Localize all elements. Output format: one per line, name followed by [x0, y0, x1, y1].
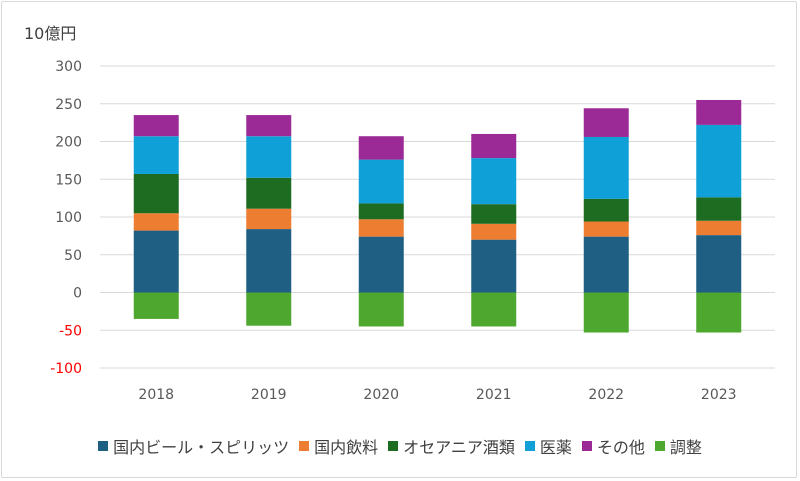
- bar-segment: [246, 229, 292, 293]
- bar-segment: [471, 292, 517, 327]
- legend-item: 医薬: [524, 434, 572, 458]
- legend-swatch: [654, 441, 665, 451]
- bar-segment: [471, 223, 517, 240]
- bar-segment: [583, 108, 629, 137]
- bar-segment: [246, 177, 292, 209]
- bar-segment: [246, 115, 292, 137]
- y-axis-unit-label: 10億円: [24, 24, 77, 43]
- bar-segment: [246, 136, 292, 178]
- legend-item: 国内ビール・スピリッツ: [98, 434, 289, 458]
- bar-segment: [696, 124, 742, 198]
- bar-segment: [358, 159, 404, 204]
- bar-segment: [358, 292, 404, 327]
- bar-segment: [133, 115, 179, 137]
- bar-segment: [133, 213, 179, 231]
- y-tick-label: 50: [64, 248, 82, 264]
- x-tick-label: 2020: [363, 387, 399, 403]
- bar-segment: [696, 197, 742, 221]
- x-tick-label: 2023: [701, 387, 737, 403]
- bar-segment: [358, 219, 404, 237]
- y-tick-label: 150: [55, 172, 82, 188]
- legend-label: その他: [596, 438, 645, 457]
- bar-segment: [133, 230, 179, 293]
- bar-segment: [471, 133, 517, 159]
- legend-label: 国内ビール・スピリッツ: [113, 438, 290, 457]
- bar-segment: [471, 239, 517, 293]
- y-tick-label: -50: [59, 323, 82, 339]
- legend-swatch: [388, 441, 399, 451]
- bar-segment: [133, 136, 179, 174]
- bar-segment: [696, 220, 742, 236]
- bar-segment: [583, 198, 629, 222]
- legend-item: 国内飲料: [299, 434, 378, 458]
- y-tick-label: 100: [55, 210, 82, 226]
- y-tick-label: 0: [73, 286, 82, 302]
- bar-segment: [696, 292, 742, 333]
- y-tick-label: 200: [55, 135, 82, 151]
- bar-segment: [358, 236, 404, 293]
- bar-segment: [696, 235, 742, 293]
- legend-swatch: [524, 441, 535, 451]
- legend-label: 医薬: [539, 438, 572, 457]
- y-tick-label: 300: [55, 59, 82, 75]
- y-tick-label: 250: [55, 97, 82, 113]
- bar-segment: [583, 292, 629, 333]
- legend-label: 調整: [669, 438, 702, 457]
- legend-item: オセアニア酒類: [388, 434, 515, 458]
- legend-swatch: [299, 441, 310, 451]
- bar-segment: [246, 208, 292, 230]
- legend-item: 調整: [654, 434, 702, 458]
- legend-swatch: [581, 441, 592, 451]
- legend-item: その他: [581, 434, 645, 458]
- bar-segment: [246, 292, 292, 326]
- x-tick-label: 2018: [138, 387, 174, 403]
- bar-segment: [358, 203, 404, 220]
- legend-swatch: [98, 441, 109, 451]
- x-tick-label: 2019: [251, 387, 287, 403]
- chart-legend: 国内ビール・スピリッツ 国内飲料 オセアニア酒類 医薬 その他 調整: [0, 434, 800, 458]
- bar-segment: [696, 99, 742, 125]
- legend-label: 国内飲料: [314, 438, 379, 457]
- bar-segment: [133, 173, 179, 214]
- bar-segment: [583, 221, 629, 237]
- x-tick-label: 2022: [588, 387, 624, 403]
- bar-segment: [358, 136, 404, 160]
- bar-segment: [583, 136, 629, 199]
- x-tick-label: 2021: [476, 387, 512, 403]
- bar-segment: [133, 292, 179, 319]
- bar-segment: [583, 236, 629, 293]
- bar-segment: [471, 158, 517, 205]
- bar-segment: [471, 204, 517, 224]
- legend-label: オセアニア酒類: [403, 438, 515, 457]
- y-tick-label: -100: [50, 361, 82, 377]
- stacked-bar-chart: -100 -50 0 50 100 150 200 250 300 2018 2019 2020 202…: [50, 59, 775, 403]
